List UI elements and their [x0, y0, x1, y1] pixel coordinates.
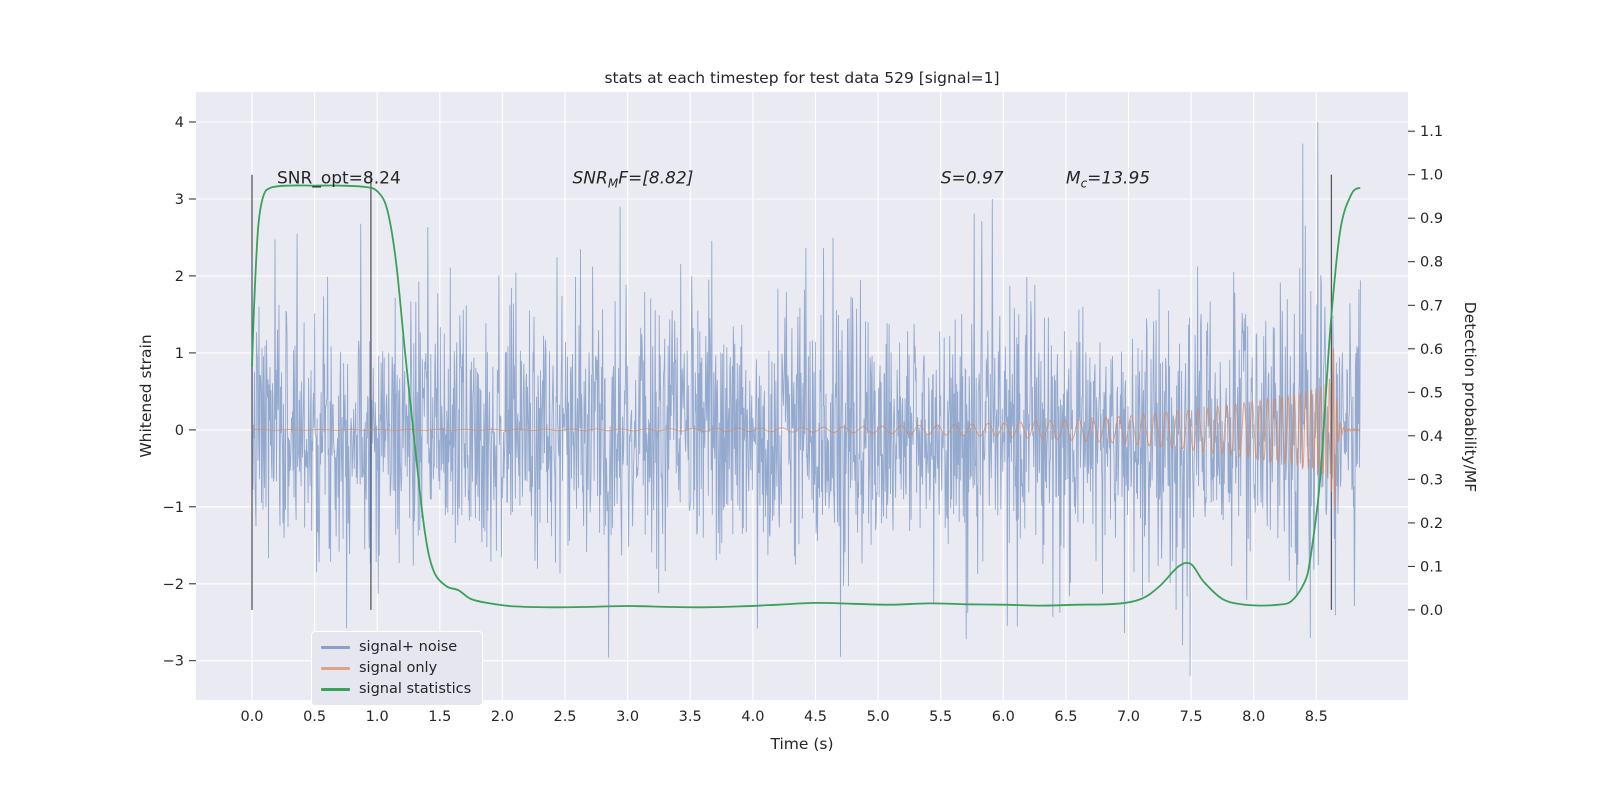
- y-axis-label-right: Detection probability/MF: [1461, 302, 1479, 493]
- legend-label-signal-only: signal only: [359, 660, 438, 676]
- tick-label-bottom: 8.5: [1305, 709, 1328, 725]
- tick-label-left: 2: [175, 269, 184, 285]
- tick-label-left: 0: [175, 423, 184, 439]
- tick-label-right: 1.1: [1420, 124, 1443, 140]
- tick-label-right: 0.3: [1420, 472, 1443, 488]
- tick-label-bottom: 6.0: [992, 709, 1015, 725]
- tick-label-bottom: 5.5: [929, 709, 952, 725]
- tick-label-bottom: 8.0: [1242, 709, 1265, 725]
- legend-item-signal-only: signal only: [321, 660, 471, 676]
- tick-label-bottom: 3.0: [616, 709, 639, 725]
- signal-only-line: [252, 348, 1361, 512]
- legend-swatch-signal-statistics: [321, 687, 350, 691]
- tick-label-bottom: 7.0: [1117, 709, 1140, 725]
- legend-item-signal-noise: signal+ noise: [321, 639, 471, 655]
- tick-label-bottom: 2.0: [491, 709, 514, 725]
- tick-label-bottom: 4.5: [804, 709, 827, 725]
- tick-label-bottom: 6.5: [1054, 709, 1077, 725]
- tick-label-left: 1: [175, 346, 184, 362]
- annotations: SNR_opt=8.24 SNRMF=[8.82] S=0.97 Mc=13.95: [277, 169, 1150, 191]
- legend-swatch-signal-noise: [321, 645, 350, 649]
- tick-label-right: 1.0: [1420, 168, 1443, 184]
- tick-label-right: 0.5: [1420, 385, 1443, 401]
- tick-label-bottom: 0.5: [303, 709, 326, 725]
- legend-label-signal-noise: signal+ noise: [359, 639, 458, 655]
- x-axis-label: Time (s): [769, 735, 833, 753]
- series-signal-noise: [251, 121, 1361, 677]
- legend-item-signal-statistics: signal statistics: [321, 681, 471, 697]
- tick-label-bottom: 1.5: [428, 709, 451, 725]
- chart-title: stats at each timestep for test data 529…: [604, 69, 999, 87]
- tick-label-bottom: 0.0: [240, 709, 263, 725]
- axis-right: 1.1 1.0 0.9 0.8 0.7 0.6 0.5 0.4 0.3 0.2 0.1 0.0: [1408, 124, 1443, 619]
- signal-statistics-line: [251, 184, 1361, 609]
- stat-annotation: SNRMF=[8.82]: [573, 169, 694, 191]
- stat-annotation: SNR_opt=8.24: [277, 169, 401, 189]
- tick-label-bottom: 4.0: [741, 709, 764, 725]
- tick-label-left: 4: [175, 115, 184, 131]
- legend-label-signal-statistics: signal statistics: [359, 681, 472, 697]
- tick-label-right: 0.7: [1420, 298, 1443, 314]
- series-signal-statistics: [251, 184, 1361, 609]
- tick-label-left: −1: [163, 500, 184, 516]
- stat-annotation: Mc=13.95: [1066, 169, 1150, 191]
- tick-label-left: −3: [163, 654, 184, 670]
- tick-label-bottom: 1.0: [366, 709, 389, 725]
- tick-label-left: −2: [163, 577, 184, 593]
- tick-label-bottom: 5.0: [867, 709, 890, 725]
- tick-label-right: 0.1: [1420, 559, 1443, 575]
- stat-annotation: S=0.97: [941, 169, 1004, 189]
- tick-label-right: 0.2: [1420, 516, 1443, 532]
- tick-label-bottom: 7.5: [1180, 709, 1203, 725]
- signal-plus-noise-line: [251, 121, 1361, 677]
- tick-label-bottom: 2.5: [553, 709, 576, 725]
- tick-label-right: 0.8: [1420, 255, 1443, 271]
- legend-swatch-signal-only: [321, 666, 350, 670]
- tick-label-right: 0.6: [1420, 342, 1443, 358]
- axis-left: 4 3 2 1 0 −1 −2 −3: [163, 115, 196, 670]
- tick-label-bottom: 3.5: [679, 709, 702, 725]
- tick-label-right: 0.4: [1420, 429, 1443, 445]
- legend: signal+ noise signal only signal statist…: [311, 631, 484, 706]
- tick-label-left: 3: [175, 192, 184, 208]
- y-axis-label-left: Whitened strain: [137, 334, 155, 457]
- tick-label-right: 0.9: [1420, 211, 1443, 227]
- axis-bottom: 0.0 0.5 1.0 1.5 2.0 2.5 3.0 3.5 4.0 4.5 5.0 5.5 6.0 6…: [240, 709, 1327, 725]
- tick-label-right: 0.0: [1420, 603, 1443, 619]
- series-signal-only: [252, 348, 1361, 512]
